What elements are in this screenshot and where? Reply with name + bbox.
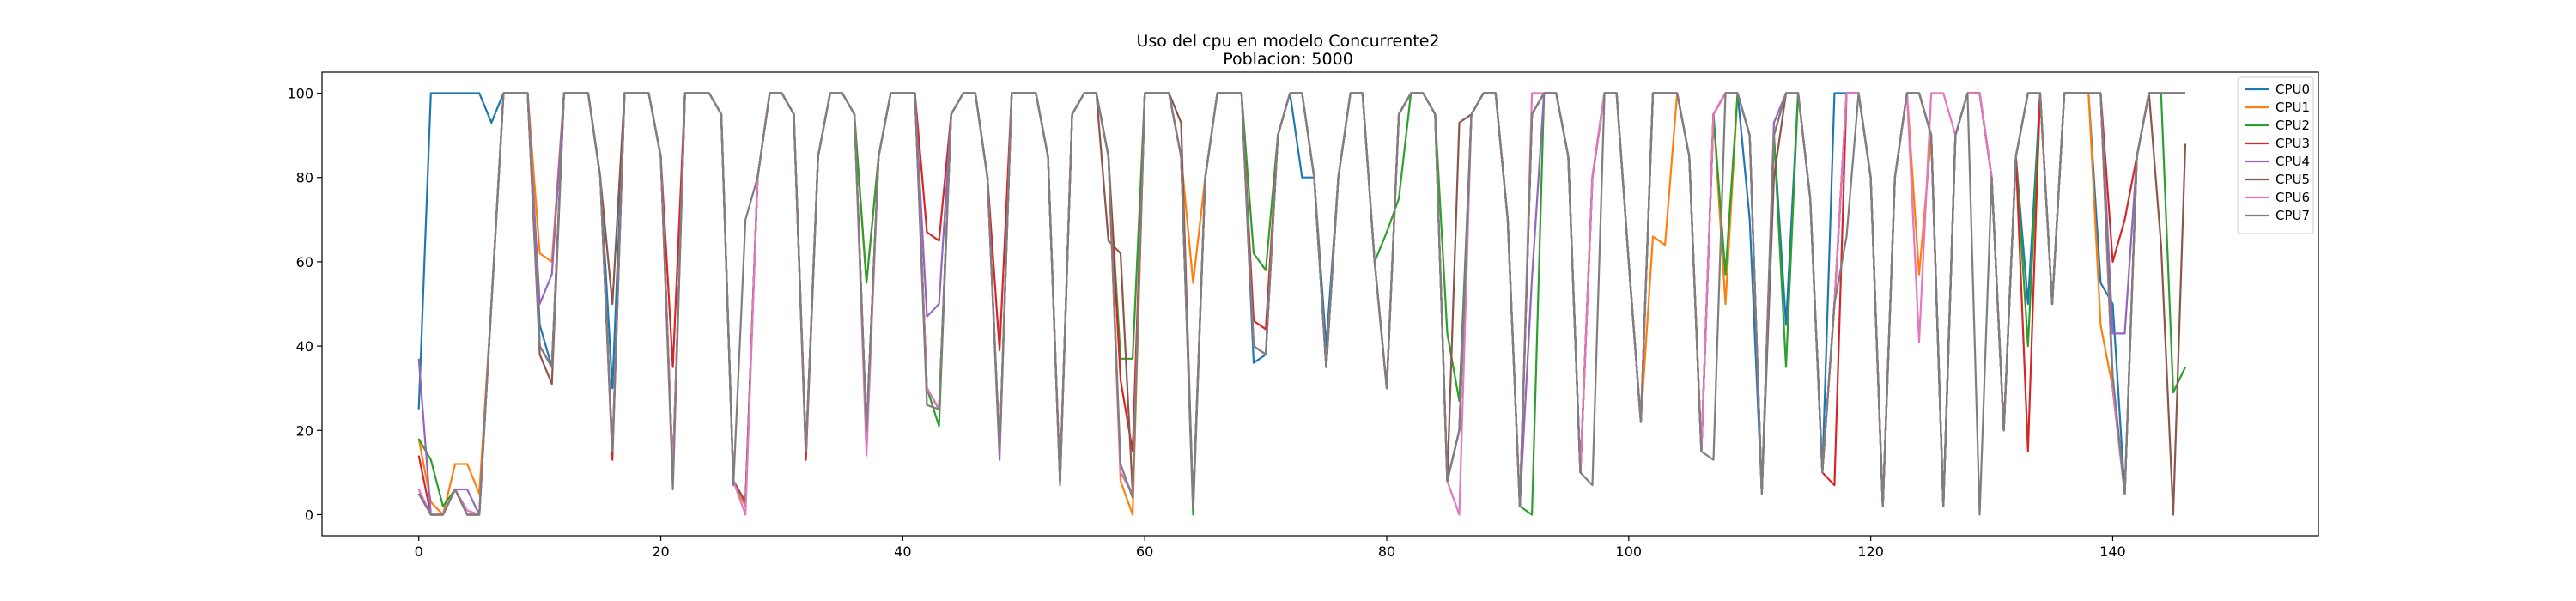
x-tick-label: 60 — [1136, 543, 1153, 560]
plot-frame — [321, 71, 2319, 537]
y-tick-label: 100 — [287, 86, 313, 102]
legend-entry-cpu1: CPU1 — [2275, 100, 2310, 115]
series-line-cpu7 — [417, 92, 2185, 516]
y-tick-label: 80 — [296, 170, 313, 186]
y-axis: 0 20 40 60 80 100 — [287, 86, 322, 523]
legend-entry-cpu5: CPU5 — [2275, 172, 2310, 187]
legend-entry-cpu7: CPU7 — [2275, 208, 2310, 223]
x-tick-label: 40 — [894, 543, 911, 560]
y-tick-label: 40 — [296, 338, 313, 355]
y-tick-label: 60 — [296, 254, 313, 270]
legend-entry-cpu0: CPU0 — [2275, 82, 2310, 97]
x-tick-label: 140 — [2099, 543, 2126, 560]
chart-subtitle: Poblacion: 5000 — [1223, 50, 1353, 69]
x-tick-label: 100 — [1616, 543, 1643, 560]
x-tick-label: 80 — [1378, 543, 1395, 560]
y-tick-label: 20 — [296, 422, 313, 439]
legend-entry-cpu3: CPU3 — [2275, 136, 2310, 151]
y-tick-label: 0 — [305, 507, 313, 523]
legend-entry-cpu2: CPU2 — [2275, 118, 2310, 133]
chart-title: Uso del cpu en modelo Concurrente2 — [1137, 32, 1440, 51]
legend-box — [2237, 76, 2314, 234]
x-tick-label: 120 — [1857, 543, 1884, 560]
x-tick-label: 0 — [415, 543, 423, 560]
legend-entry-cpu4: CPU4 — [2275, 154, 2310, 169]
legend: CPU0 CPU1 CPU2 CPU3 CPU4 CPU5 CPU6 CPU7 — [2237, 76, 2314, 234]
series-layer — [417, 92, 2187, 516]
x-axis: 0 20 40 60 80 100 120 140 — [415, 536, 2126, 560]
legend-entry-cpu6: CPU6 — [2275, 190, 2310, 205]
x-tick-label: 20 — [652, 543, 669, 560]
